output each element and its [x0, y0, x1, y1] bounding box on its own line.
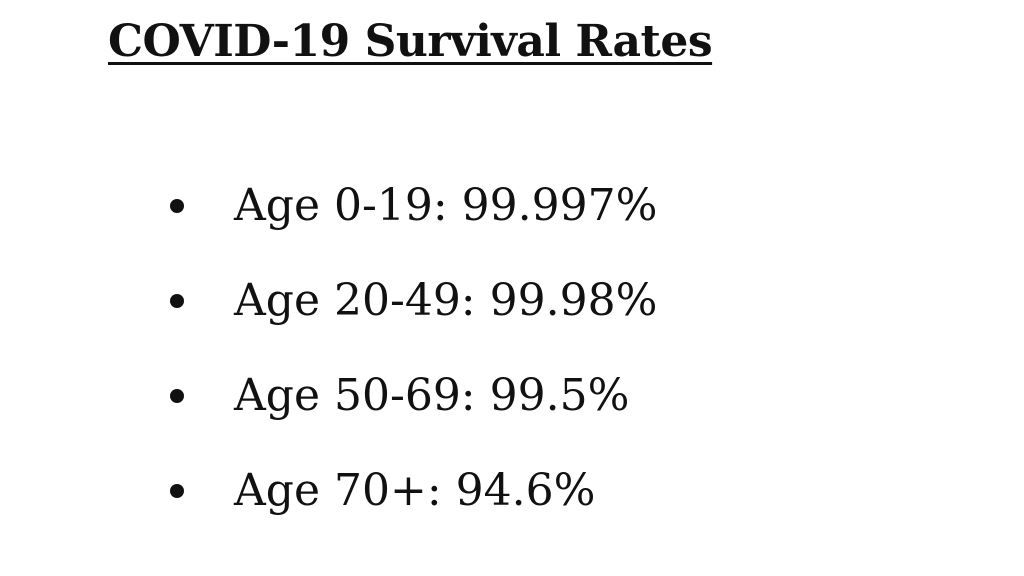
list-item: Age 20-49: 99.98% — [170, 253, 657, 348]
list-item-text: Age 20-49: 99.98% — [234, 274, 658, 326]
list-item-text: Age 0-19: 99.997% — [234, 179, 658, 231]
survival-rate-list: Age 0-19: 99.997% Age 20-49: 99.98% Age … — [170, 158, 657, 538]
list-item-text: Age 70+: 94.6% — [234, 464, 596, 516]
bullet-icon — [170, 483, 184, 498]
bullet-icon — [170, 293, 184, 308]
list-item: Age 0-19: 99.997% — [170, 158, 657, 253]
bullet-icon — [170, 198, 184, 213]
list-item: Age 70+: 94.6% — [170, 443, 657, 538]
list-item-text: Age 50-69: 99.5% — [234, 369, 630, 421]
list-item: Age 50-69: 99.5% — [170, 348, 657, 443]
page-title: COVID-19 Survival Rates — [108, 16, 713, 67]
bullet-icon — [170, 388, 184, 403]
